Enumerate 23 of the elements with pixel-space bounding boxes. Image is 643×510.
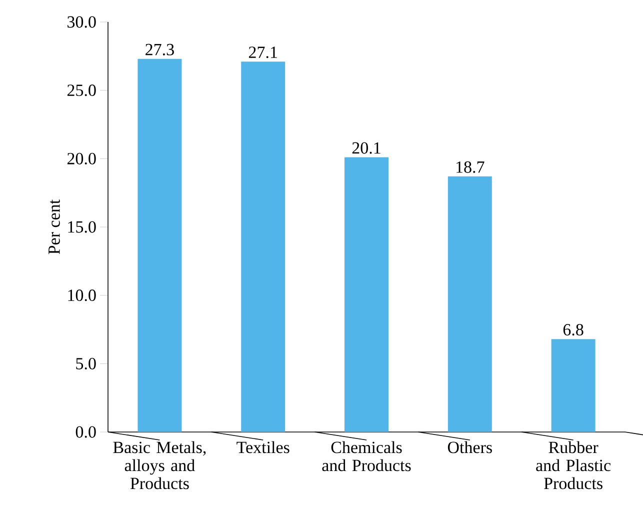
bar <box>344 157 389 432</box>
y-tick-label: 10.0 <box>68 290 96 302</box>
bar <box>551 339 596 432</box>
bar <box>241 62 286 432</box>
x-tick-label: Textiles <box>236 441 290 454</box>
data-label: 18.7 <box>456 161 484 173</box>
x-tick-label: Basic Metals, alloys and Products <box>113 441 206 490</box>
data-label: 20.1 <box>352 142 380 154</box>
y-tick-label: 20.0 <box>67 152 96 164</box>
bar <box>138 58 182 432</box>
y-tick-label: 5.0 <box>76 358 96 370</box>
y-tick-label: 25.0 <box>67 84 96 96</box>
data-label: 27.3 <box>146 44 174 56</box>
data-label: 6.8 <box>563 324 584 336</box>
y-tick-label: 0.0 <box>76 426 96 438</box>
x-tick-label: Rubber and Plastic Products <box>536 441 611 490</box>
bar <box>448 176 492 432</box>
x-tick-label: Others <box>448 441 492 454</box>
y-tick-label: 30.0 <box>68 16 96 28</box>
data-label: 27.1 <box>248 46 277 58</box>
x-tick-label: Chemicals and Products <box>322 441 411 472</box>
y-tick-label: 15.0 <box>68 221 96 233</box>
y-axis-title: Per cent <box>48 199 60 254</box>
